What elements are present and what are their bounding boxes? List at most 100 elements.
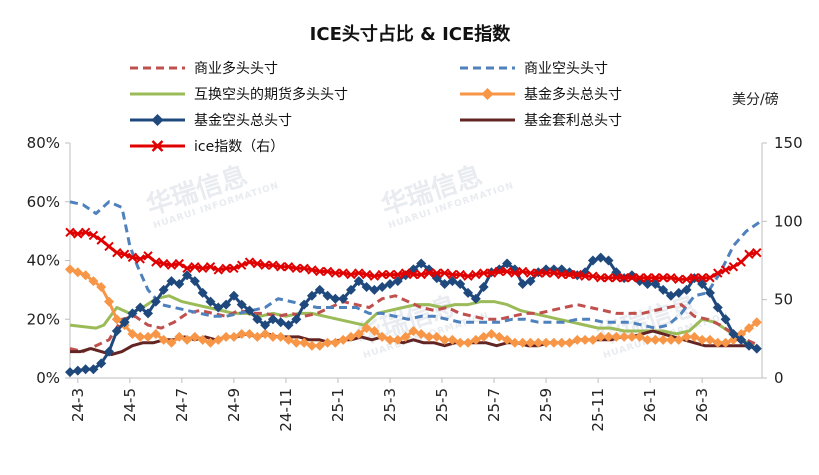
data-point: [213, 265, 223, 275]
data-point: [603, 331, 614, 342]
right-axis-tick-label: 0: [774, 369, 784, 387]
data-point: [104, 346, 115, 357]
data-point: [213, 334, 224, 345]
data-point: [158, 284, 169, 295]
data-point: [603, 273, 614, 283]
data-point: [88, 364, 99, 375]
data-point: [463, 337, 474, 348]
data-point: [580, 271, 590, 281]
data-point: [65, 227, 75, 238]
x-axis-tick-label: 25-1: [329, 388, 347, 422]
data-point: [408, 269, 419, 280]
data-point: [189, 331, 200, 342]
data-point: [658, 334, 669, 345]
data-point: [385, 269, 395, 280]
data-point: [291, 263, 302, 274]
data-point: [424, 268, 434, 278]
right-axis-tick-label: 100: [774, 212, 803, 230]
data-point: [736, 257, 746, 267]
x-axis-tick-label: 25-3: [381, 388, 399, 422]
data-point: [470, 334, 481, 345]
data-point: [111, 314, 122, 325]
data-point: [306, 290, 317, 301]
data-point: [283, 262, 294, 272]
data-point: [275, 317, 286, 328]
data-point: [369, 271, 380, 281]
x-axis-tick-label: 24-11: [277, 388, 295, 432]
left-axis-tick-label: 0%: [36, 369, 60, 387]
data-point: [611, 273, 622, 283]
data-point: [611, 331, 622, 342]
data-point: [111, 326, 122, 336]
data-point: [190, 262, 200, 272]
data-point: [744, 249, 754, 259]
data-point: [299, 263, 309, 274]
data-point: [588, 271, 598, 281]
data-point: [252, 331, 263, 342]
legend-item: 互换空头的期货多头头寸: [130, 86, 348, 103]
data-point: [681, 274, 692, 285]
legend-label: 互换空头的期货多头头寸: [194, 86, 348, 103]
data-point: [416, 328, 427, 339]
data-point: [720, 265, 731, 275]
data-point: [548, 337, 559, 348]
legend-label: 基金套利总头寸: [524, 112, 622, 129]
left-axis-tick-label: 20%: [27, 310, 60, 328]
data-point: [634, 331, 645, 342]
data-point: [345, 331, 356, 342]
x-axis-tick-label: 26-1: [641, 388, 659, 422]
data-point: [525, 276, 536, 287]
data-point: [377, 281, 388, 292]
data-point: [720, 314, 731, 325]
data-point: [236, 299, 247, 310]
data-point: [478, 281, 489, 292]
data-point: [564, 337, 575, 348]
data-point: [720, 337, 731, 348]
data-point: [112, 247, 122, 258]
data-point: [689, 331, 700, 342]
data-point: [400, 331, 411, 342]
data-point: [361, 269, 372, 280]
data-point: [150, 328, 161, 339]
legend-label: 商业多头头寸: [194, 60, 278, 77]
legend-swatch-marker: [481, 88, 494, 100]
data-point: [322, 266, 333, 277]
data-point: [127, 328, 138, 339]
x-axis-tick-label: 24-7: [173, 388, 191, 422]
data-point: [392, 334, 403, 345]
x-axis-tick-label: 24-3: [69, 388, 87, 422]
data-point: [626, 331, 637, 342]
data-point: [338, 268, 348, 278]
data-point: [135, 331, 146, 342]
legend-item: ice指数（右）: [130, 139, 284, 155]
data-point: [635, 273, 645, 283]
data-point: [541, 268, 551, 278]
data-point: [689, 273, 700, 283]
legend-item: 基金套利总头寸: [460, 112, 622, 129]
data-point: [104, 241, 114, 252]
left-axis-tick-label: 60%: [27, 193, 60, 211]
data-point: [384, 279, 395, 289]
data-point: [447, 269, 458, 280]
data-point: [65, 367, 75, 378]
data-point: [439, 334, 450, 345]
data-point: [486, 328, 497, 339]
data-point: [556, 337, 567, 348]
data-point: [330, 268, 341, 278]
legend-item: 基金多头总头寸: [460, 86, 622, 103]
data-point: [135, 254, 145, 264]
data-point: [572, 269, 583, 280]
data-point: [627, 273, 637, 283]
data-point: [697, 273, 707, 283]
data-point: [322, 337, 333, 348]
data-point: [681, 331, 692, 342]
series-line: [69, 294, 761, 354]
data-point: [291, 314, 302, 325]
data-point: [525, 337, 536, 348]
legend-label: 商业空头头寸: [524, 61, 608, 77]
data-point: [236, 328, 247, 339]
data-point: [166, 276, 177, 287]
data-point: [517, 266, 528, 277]
data-point: [361, 323, 372, 334]
data-point: [665, 290, 676, 301]
